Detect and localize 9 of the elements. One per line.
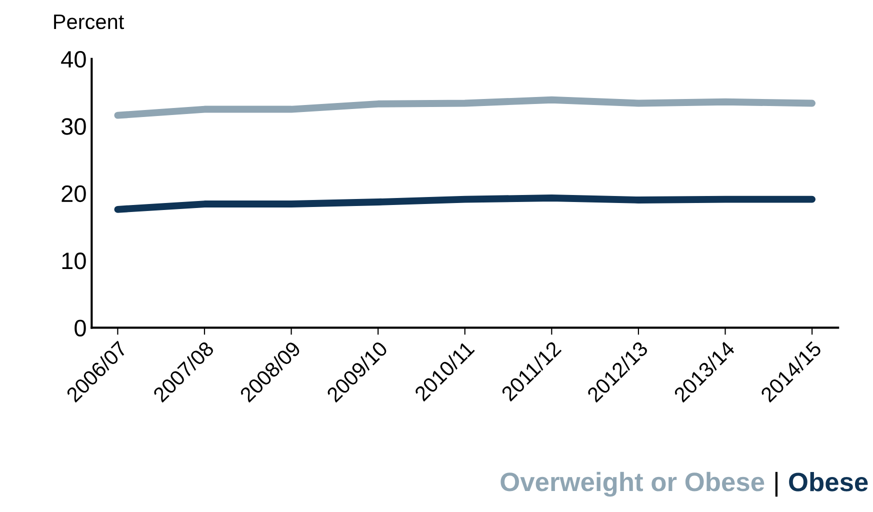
text: Obese [789,472,868,492]
y-tick-label: 20 [62,185,86,202]
y-tick-label: 10 [62,252,86,270]
y-tick-label: 40 [61,50,86,68]
y-axis-title: Percent [54,14,124,30]
y-tick-label: 0 [74,320,86,336]
y-tick-label: 30 [61,118,86,135]
text: Overweight or Obese [500,472,764,497]
text: | [775,472,778,497]
